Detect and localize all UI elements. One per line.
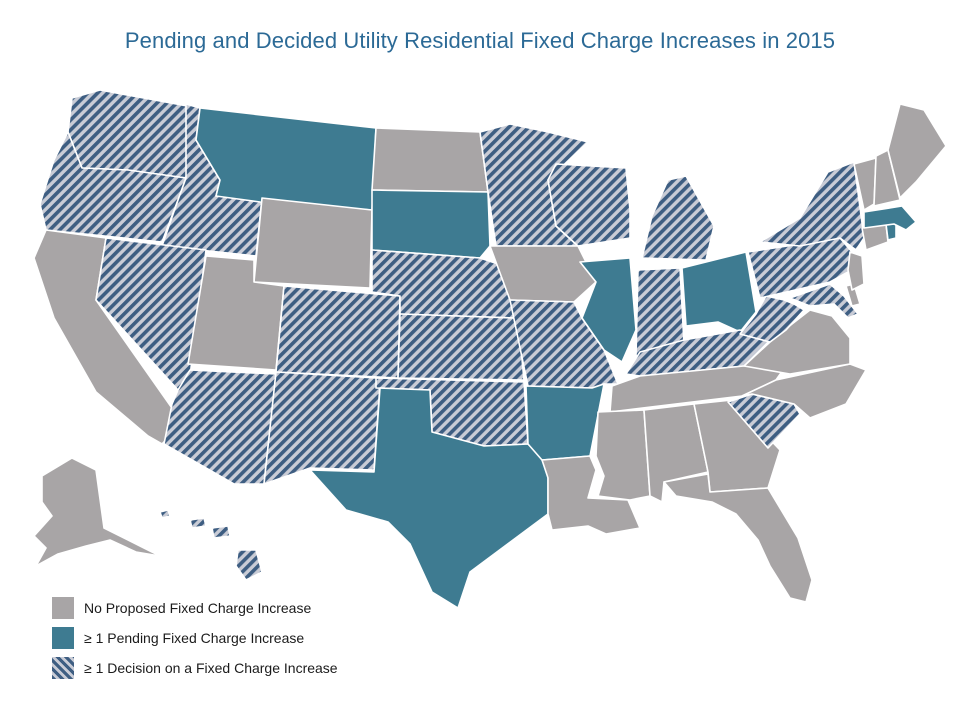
state-HI[interactable] (159, 509, 263, 581)
state-MT[interactable] (195, 107, 377, 211)
state-NM[interactable] (263, 371, 381, 485)
hawaii-island-3 (211, 525, 231, 539)
swatch-pending (52, 627, 74, 649)
legend-label-decision: ≥ 1 Decision on a Fixed Charge Increase (84, 660, 338, 676)
state-WV[interactable] (739, 295, 805, 343)
state-FL[interactable] (663, 473, 813, 603)
legend-item-decision: ≥ 1 Decision on a Fixed Charge Increase (52, 653, 338, 683)
state-CO[interactable] (275, 285, 401, 379)
state-OH[interactable] (681, 251, 757, 333)
state-MS[interactable] (595, 409, 651, 501)
state-IL[interactable] (579, 257, 637, 363)
swatch-none (52, 597, 74, 619)
state-WA[interactable] (67, 89, 199, 179)
state-MA[interactable] (863, 205, 917, 231)
state-SD[interactable] (371, 189, 491, 259)
state-MI[interactable] (641, 175, 715, 261)
legend-label-pending: ≥ 1 Pending Fixed Charge Increase (84, 630, 305, 646)
state-RI[interactable] (885, 223, 897, 241)
legend-label-none: No Proposed Fixed Charge Increase (84, 600, 312, 616)
state-ND[interactable] (371, 127, 489, 193)
state-NJ[interactable] (847, 251, 865, 291)
swatch-decision (52, 657, 74, 679)
state-MD[interactable] (789, 283, 859, 319)
state-AR[interactable] (525, 383, 605, 461)
state-TX[interactable] (309, 387, 549, 609)
legend-item-pending: ≥ 1 Pending Fixed Charge Increase (52, 623, 338, 653)
state-NY[interactable] (759, 161, 865, 251)
state-IA[interactable] (489, 245, 597, 303)
state-NH[interactable] (873, 149, 901, 207)
hawaii-island-1 (159, 509, 171, 519)
legend: No Proposed Fixed Charge Increase ≥ 1 Pe… (52, 593, 338, 683)
state-AZ[interactable] (163, 369, 277, 485)
state-ME[interactable] (887, 103, 947, 199)
map-title: Pending and Decided Utility Residential … (124, 28, 836, 53)
state-WY[interactable] (253, 197, 373, 289)
hawaii-island-4 (235, 549, 263, 581)
state-AK[interactable] (33, 457, 161, 567)
hawaii-island-2 (189, 517, 207, 529)
state-WI[interactable] (547, 163, 631, 247)
state-KS[interactable] (397, 313, 525, 381)
state-LA[interactable] (541, 455, 641, 535)
legend-item-none: No Proposed Fixed Charge Increase (52, 593, 338, 623)
state-NC[interactable] (741, 363, 867, 419)
